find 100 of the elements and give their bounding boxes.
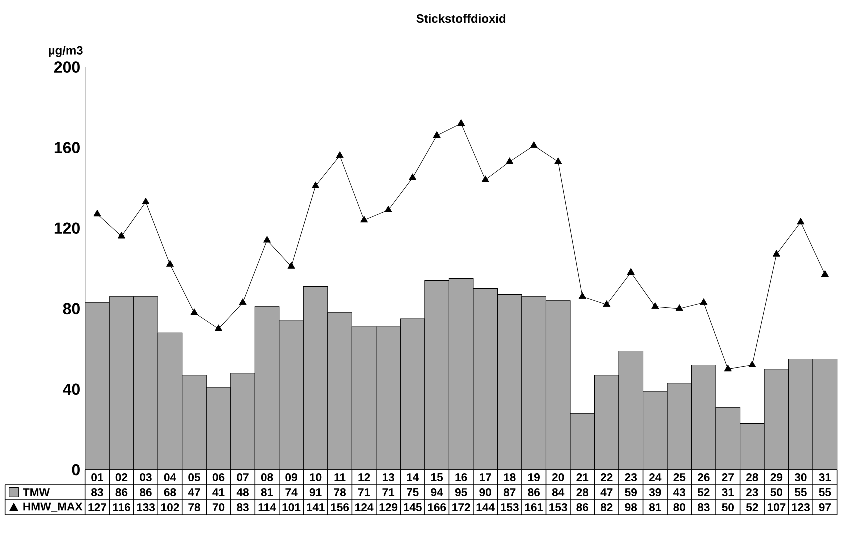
data-label: 78 bbox=[334, 488, 346, 496]
point bbox=[190, 308, 198, 316]
point bbox=[118, 232, 126, 239]
point bbox=[676, 304, 684, 312]
data-label: 70 bbox=[212, 503, 225, 512]
x-tick-label: 26 bbox=[698, 473, 710, 482]
point bbox=[482, 176, 490, 182]
point bbox=[360, 216, 368, 223]
data-label: 153 bbox=[550, 503, 568, 512]
point bbox=[336, 152, 344, 158]
point bbox=[458, 119, 466, 126]
x-tick-label: 08 bbox=[261, 473, 274, 482]
data-label: 123 bbox=[792, 503, 810, 512]
legend-label: HMW_MAX bbox=[24, 502, 83, 512]
x-tick-label: 06 bbox=[212, 473, 225, 482]
point bbox=[409, 174, 417, 180]
x-tick-label: 31 bbox=[819, 473, 832, 482]
point bbox=[603, 300, 611, 308]
data-label: 55 bbox=[795, 488, 807, 496]
data-label: 102 bbox=[162, 503, 180, 512]
data-label: 82 bbox=[600, 503, 613, 512]
y-tick-label: 40 bbox=[63, 384, 80, 396]
x-tick-label: 14 bbox=[407, 474, 420, 482]
x-tick-label: 24 bbox=[649, 474, 662, 482]
x-tick-label: 11 bbox=[334, 474, 346, 482]
x-tick-label: 02 bbox=[116, 473, 128, 482]
data-label: 97 bbox=[819, 503, 832, 512]
point bbox=[384, 206, 392, 213]
point bbox=[797, 218, 805, 225]
x-tick-label: 09 bbox=[286, 473, 298, 482]
data-label: 166 bbox=[428, 503, 446, 512]
data-label: 78 bbox=[188, 503, 200, 512]
point bbox=[700, 298, 708, 306]
data-label: 86 bbox=[140, 488, 152, 496]
data-label: 71 bbox=[358, 488, 370, 496]
x-tick-label: 19 bbox=[528, 473, 540, 482]
data-label: 86 bbox=[528, 488, 540, 496]
data-label: 50 bbox=[722, 503, 734, 512]
point bbox=[748, 361, 756, 368]
x-tick-label: 12 bbox=[358, 474, 370, 482]
x-tick-label: 07 bbox=[237, 473, 249, 482]
data-label: 86 bbox=[576, 503, 589, 512]
point bbox=[530, 142, 538, 148]
x-tick-label: 13 bbox=[382, 473, 394, 482]
data-label: 129 bbox=[380, 503, 398, 512]
data-label: 84 bbox=[552, 488, 565, 496]
data-label: 83 bbox=[92, 488, 104, 497]
data-label: 91 bbox=[310, 488, 322, 496]
point bbox=[554, 158, 562, 164]
x-tick-label: 16 bbox=[456, 473, 468, 482]
point bbox=[724, 365, 732, 372]
x-tick-label: 05 bbox=[188, 473, 200, 482]
x-tick-label: 20 bbox=[552, 473, 564, 482]
data-label: 141 bbox=[307, 504, 325, 512]
x-tick-label: 15 bbox=[431, 474, 444, 482]
chart-title: Stickstoffdioxid bbox=[416, 14, 506, 24]
data-label: 81 bbox=[649, 503, 662, 512]
data-label: 133 bbox=[137, 503, 156, 512]
x-tick-label: 30 bbox=[794, 473, 807, 482]
point bbox=[94, 210, 102, 217]
x-tick-label: 01 bbox=[92, 473, 104, 482]
data-label: 75 bbox=[406, 488, 419, 496]
data-label: 41 bbox=[212, 488, 225, 496]
x-tick-label: 03 bbox=[140, 473, 152, 482]
data-label: 50 bbox=[770, 488, 783, 496]
data-label: 80 bbox=[674, 503, 686, 512]
point bbox=[264, 236, 272, 243]
data-label: 95 bbox=[455, 488, 468, 496]
x-tick-label: 28 bbox=[746, 473, 758, 482]
data-label: 127 bbox=[88, 504, 106, 512]
x-tick-label: 22 bbox=[600, 474, 613, 482]
data-label: 94 bbox=[431, 488, 444, 496]
x-tick-label: 21 bbox=[576, 474, 589, 482]
data-label: 68 bbox=[164, 488, 176, 496]
y-tick-label: 200 bbox=[54, 62, 80, 73]
x-tick-label: 23 bbox=[625, 473, 638, 482]
data-label: 86 bbox=[116, 488, 128, 496]
data-label: 161 bbox=[525, 503, 544, 512]
x-tick-label: 25 bbox=[674, 473, 686, 482]
data-label: 153 bbox=[501, 503, 519, 512]
x-tick-label: 29 bbox=[770, 473, 783, 482]
data-label: 101 bbox=[282, 503, 301, 512]
point bbox=[821, 270, 829, 277]
data-label: 43 bbox=[674, 488, 686, 497]
data-label: 52 bbox=[698, 488, 710, 496]
point bbox=[578, 292, 586, 300]
data-label: 74 bbox=[286, 488, 298, 496]
data-label: 47 bbox=[600, 488, 613, 496]
data-label: 90 bbox=[480, 488, 492, 496]
y-tick-label: 80 bbox=[63, 303, 80, 315]
data-label: 107 bbox=[768, 503, 786, 512]
y-tick-label: 0 bbox=[72, 464, 80, 476]
point bbox=[142, 198, 150, 204]
y-tick-label: 120 bbox=[54, 222, 80, 234]
data-label: 144 bbox=[476, 504, 495, 512]
x-tick-label: 10 bbox=[310, 473, 322, 482]
data-label: 23 bbox=[746, 488, 758, 497]
x-tick-label: 18 bbox=[504, 473, 516, 482]
y-axis-title: µg/m3 bbox=[49, 46, 83, 58]
point bbox=[288, 262, 296, 269]
